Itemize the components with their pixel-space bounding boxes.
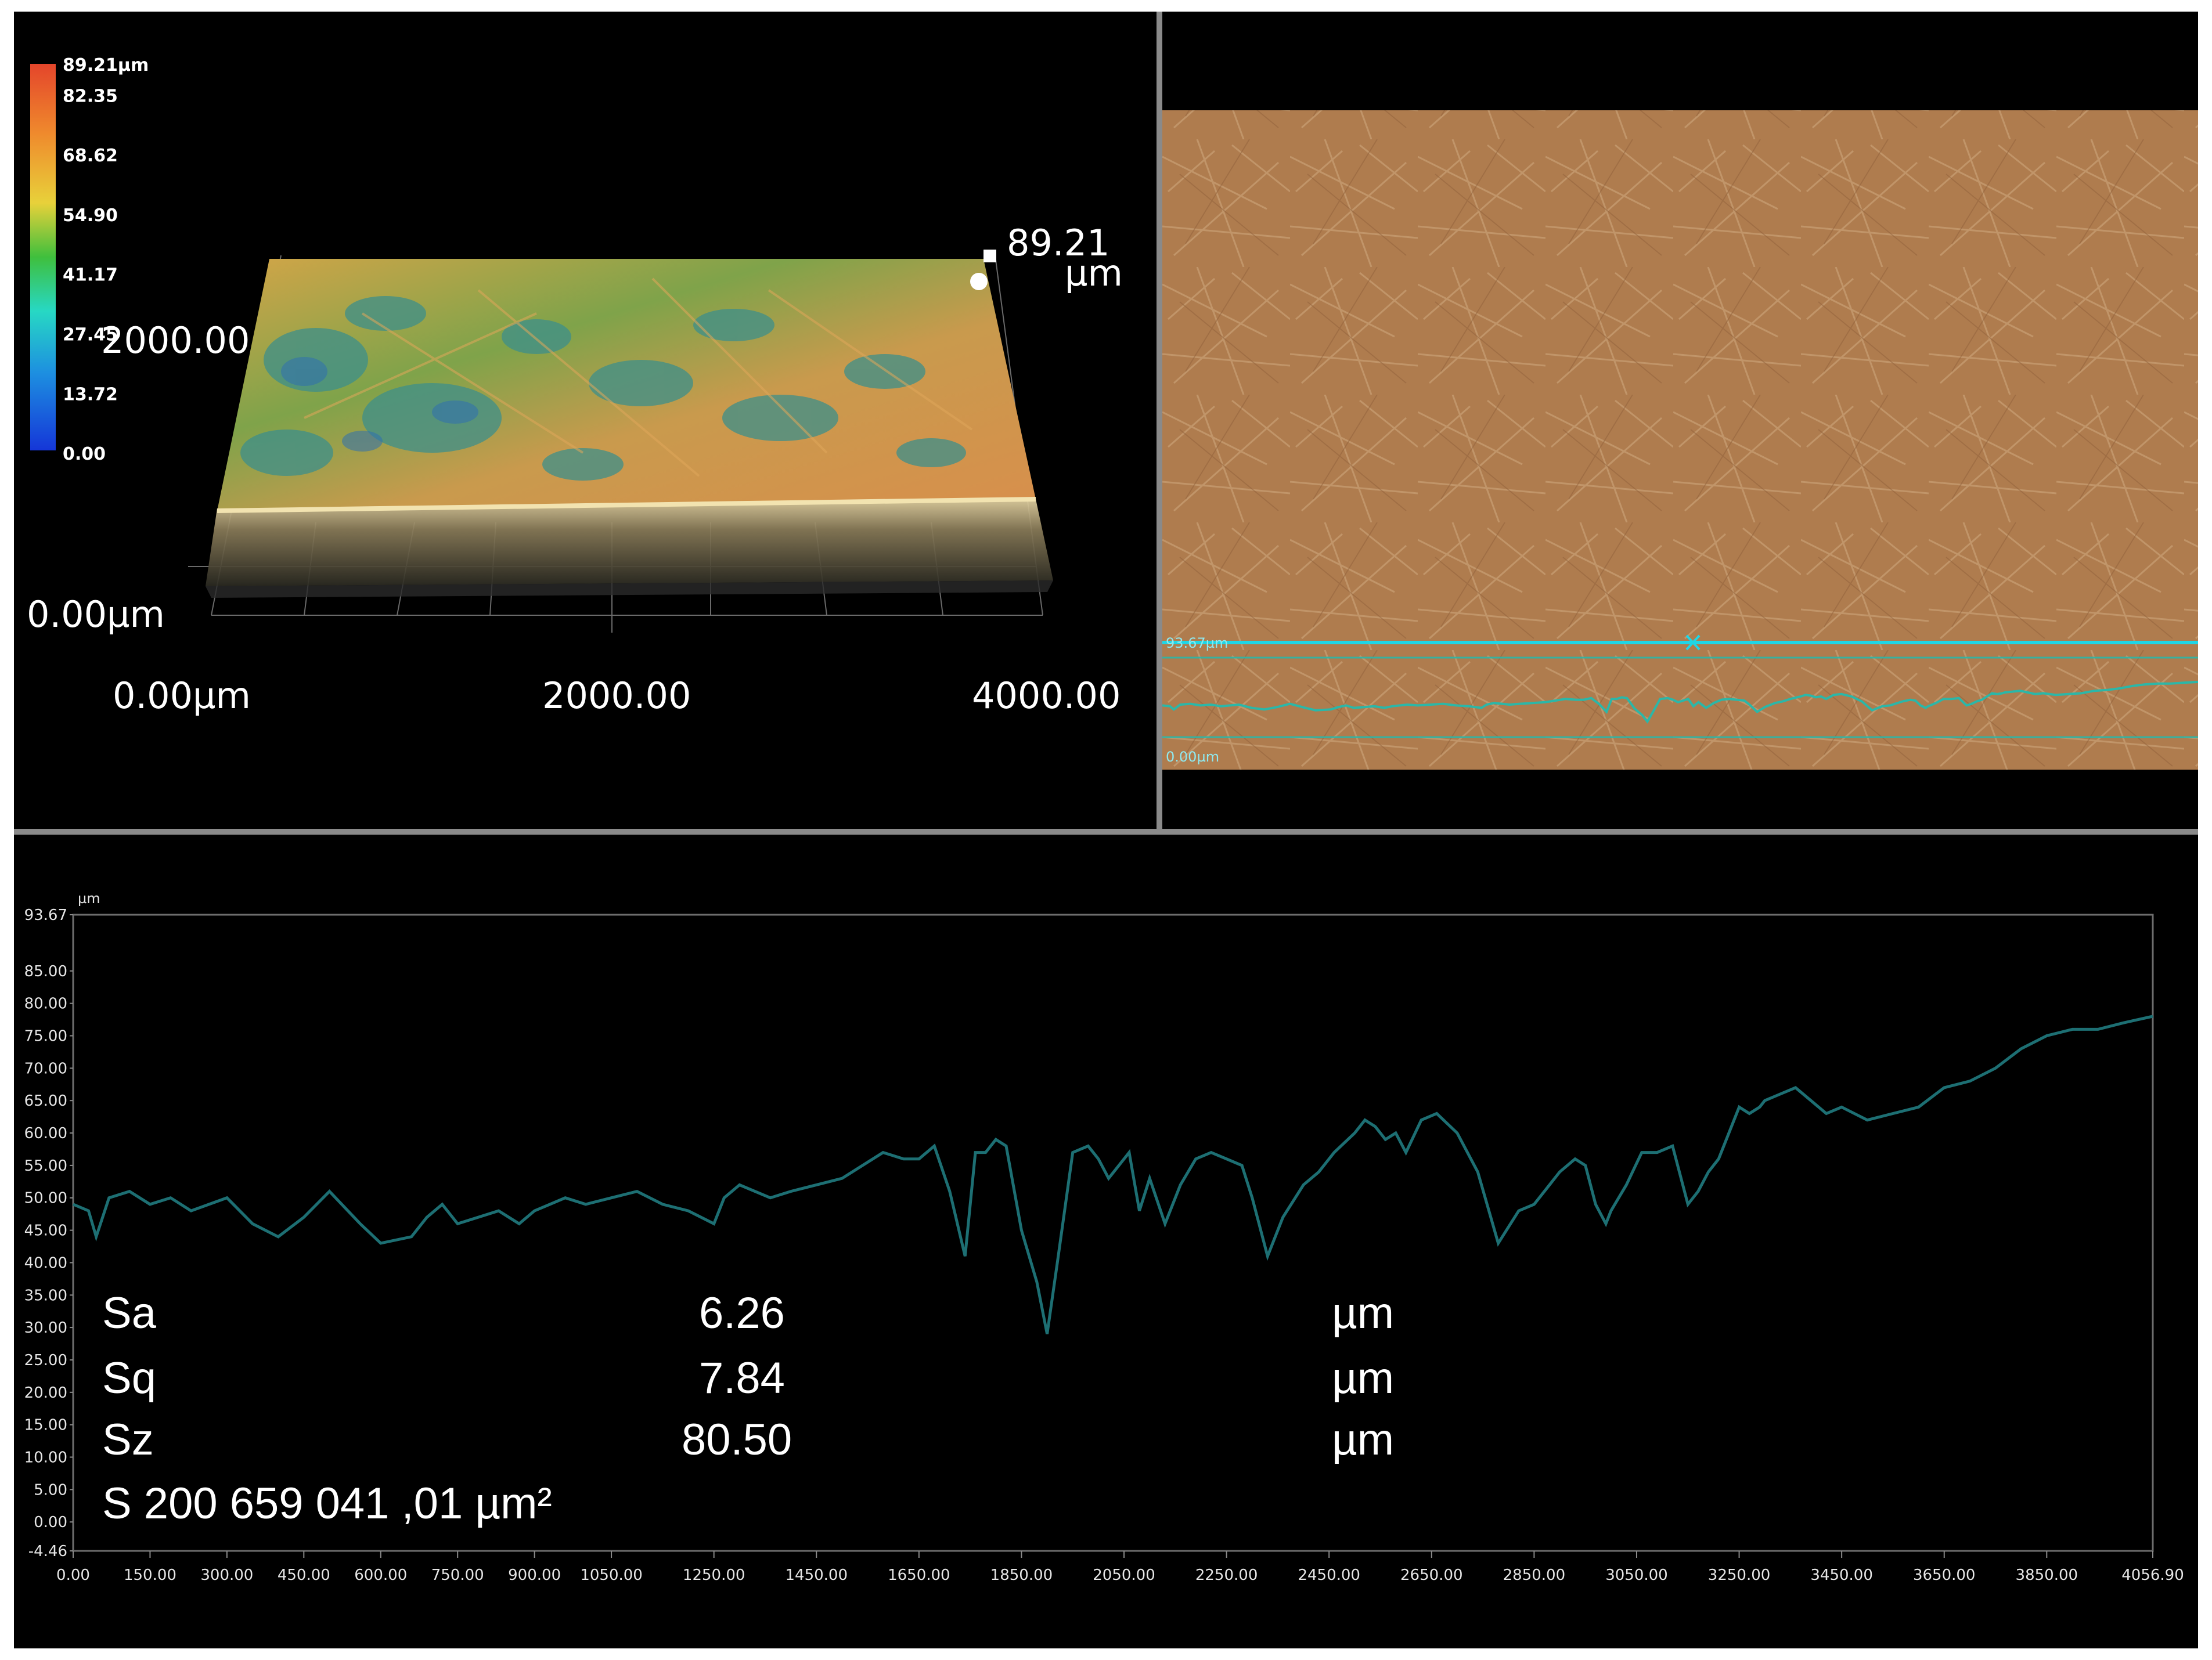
- y-axis-tick-2000: 2000.00: [101, 319, 250, 362]
- peak-marker-dot: [970, 273, 988, 290]
- y-tick-label: 30.00: [24, 1319, 67, 1337]
- y-tick-label: 65.00: [24, 1092, 67, 1110]
- 3d-surface-view: 89.21µm 82.35 68.62 54.90 41.17 27.45 13.72 0.0…: [27, 55, 1123, 717]
- surface-front-edge: [217, 497, 1036, 513]
- x-axis-tick-2000: 2000.00: [542, 674, 691, 717]
- x-tick-label: 1250.00: [683, 1567, 745, 1584]
- surface-texture: [240, 296, 966, 481]
- stat-sq-unit: µm: [1332, 1354, 1394, 1403]
- y-tick-label: 0.00: [34, 1514, 67, 1531]
- roughness-stats: Sa 6.26 µm Sq 7.84 µm Sz 80.50 µm S 200 …: [102, 1289, 1394, 1528]
- profile-chart: µm 93.67 85.00 80.00 75.00 70.00 65.00 60.00 55…: [24, 890, 2184, 1584]
- x-tick-label: 2250.00: [1195, 1567, 1258, 1584]
- colorbar-tick-label: 54.90: [63, 205, 118, 226]
- x-tick-label: 300.00: [200, 1567, 253, 1584]
- x-tick-label: 3850.00: [2016, 1567, 2078, 1584]
- x-axis-ticks: 0.00 150.00 300.00 450.00 600.00 750.00 900.00…: [56, 1551, 2184, 1584]
- stat-sq-name: Sq: [102, 1354, 156, 1403]
- figure-frame: 89.21µm 82.35 68.62 54.90 41.17 27.45 13.72 0.0…: [14, 12, 2198, 1648]
- y-tick-label: 15.00: [24, 1417, 67, 1434]
- x-tick-label: 900.00: [508, 1567, 561, 1584]
- colorbar-labels: 89.21µm 82.35 68.62 54.90 41.17 27.45 13.72 0.0…: [63, 55, 149, 464]
- y-unit-label: µm: [78, 890, 100, 907]
- x-tick-label: 2450.00: [1298, 1567, 1360, 1584]
- stat-sz-value: 80.50: [682, 1415, 792, 1464]
- y-tick-label: 40.00: [24, 1254, 67, 1272]
- y-axis-ticks: 93.67 85.00 80.00 75.00 70.00 65.00 60.00 55.00…: [24, 907, 73, 1560]
- mini-profile-line: [1162, 680, 2198, 724]
- optical-image: 93.67µm 0.00µm: [1162, 110, 2198, 770]
- profile-chart-panel: µm 93.67 85.00 80.00 75.00 70.00 65.00 60.00 55…: [14, 835, 2198, 1648]
- x-tick-label: 600.00: [354, 1567, 407, 1584]
- y-tick-label: 60.00: [24, 1125, 67, 1142]
- y-tick-label: 5.00: [34, 1481, 67, 1499]
- stat-sa-value: 6.26: [699, 1289, 785, 1338]
- optical-image-panel: 93.67µm 0.00µm: [1162, 12, 2198, 829]
- plot-frame: [72, 914, 2154, 1552]
- x-tick-label: 750.00: [431, 1567, 484, 1584]
- peak-unit: µm: [1065, 252, 1123, 294]
- stat-sa-unit: µm: [1332, 1289, 1394, 1338]
- x-axis-tick-4000: 4000.00: [972, 674, 1121, 717]
- x-tick-label: 2850.00: [1503, 1567, 1566, 1584]
- stat-sq-value: 7.84: [699, 1354, 785, 1403]
- x-tick-label: 0.00: [56, 1567, 90, 1584]
- x-axis-tick-0: 0.00µm: [113, 674, 251, 717]
- y-tick-label: 25.00: [24, 1352, 67, 1369]
- x-tick-label: 2650.00: [1400, 1567, 1463, 1584]
- x-tick-label: 1450.00: [785, 1567, 848, 1584]
- x-tick-label: 1050.00: [580, 1567, 643, 1584]
- profile-series-line: [73, 1015, 2153, 1334]
- x-tick-label: 3050.00: [1605, 1567, 1668, 1584]
- vertical-divider: [1157, 12, 1162, 829]
- scale-label-top: 93.67µm: [1166, 635, 1228, 651]
- stat-area: S 200 659 041 ,01 µm²: [102, 1479, 552, 1528]
- horizontal-divider: [14, 829, 2198, 835]
- x-tick-label: 3650.00: [1913, 1567, 1976, 1584]
- x-tick-label: 150.00: [124, 1567, 176, 1584]
- x-tick-label: 2050.00: [1093, 1567, 1155, 1584]
- colorbar-tick-label: 0.00: [63, 444, 106, 464]
- colorbar-tick-label: 13.72: [63, 384, 118, 405]
- colorbar-tick-label: 68.62: [63, 146, 118, 166]
- colorbar-tick-label: 41.17: [63, 265, 118, 286]
- scale-label-bottom: 0.00µm: [1166, 749, 1219, 765]
- stat-sz-name: Sz: [102, 1415, 154, 1464]
- y-tick-label: 50.00: [24, 1190, 67, 1207]
- y-tick-label: 55.00: [24, 1157, 67, 1175]
- y-tick-label: -4.46: [28, 1543, 67, 1560]
- x-tick-label: 3450.00: [1810, 1567, 1873, 1584]
- y-tick-label: 80.00: [24, 995, 67, 1013]
- colorbar: [30, 64, 56, 450]
- y-tick-label: 70.00: [24, 1060, 67, 1077]
- y-tick-label: 75.00: [24, 1028, 67, 1045]
- y-tick-label: 20.00: [24, 1384, 67, 1402]
- y-tick-label: 45.00: [24, 1222, 67, 1240]
- x-tick-label: 4056.90: [2121, 1567, 2184, 1584]
- x-tick-label: 3250.00: [1708, 1567, 1771, 1584]
- z-axis-tick-0: 0.00µm: [27, 593, 165, 636]
- y-tick-label: 35.00: [24, 1287, 67, 1304]
- optical-texture: [1162, 110, 2198, 770]
- profile-cut-marker: [1685, 634, 1701, 651]
- colorbar-tick-label: 82.35: [63, 86, 118, 106]
- y-tick-label: 10.00: [24, 1449, 67, 1466]
- x-tick-label: 1850.00: [990, 1567, 1053, 1584]
- peak-marker-square: [983, 250, 996, 262]
- stat-sz-unit: µm: [1332, 1415, 1394, 1464]
- peak-value: 89.21: [1007, 222, 1110, 264]
- x-tick-label: 1650.00: [888, 1567, 950, 1584]
- y-tick-label: 85.00: [24, 963, 67, 980]
- colorbar-tick-label: 27.45: [63, 324, 118, 345]
- x-tick-label: 450.00: [278, 1567, 330, 1584]
- stat-sa-name: Sa: [102, 1289, 157, 1338]
- y-tick-label: 93.67: [24, 907, 67, 924]
- surface-side: [206, 499, 1053, 586]
- colorbar-tick-label: 89.21µm: [63, 55, 149, 75]
- 3d-surface-panel: 89.21µm 82.35 68.62 54.90 41.17 27.45 13.72 0.0…: [14, 12, 1157, 829]
